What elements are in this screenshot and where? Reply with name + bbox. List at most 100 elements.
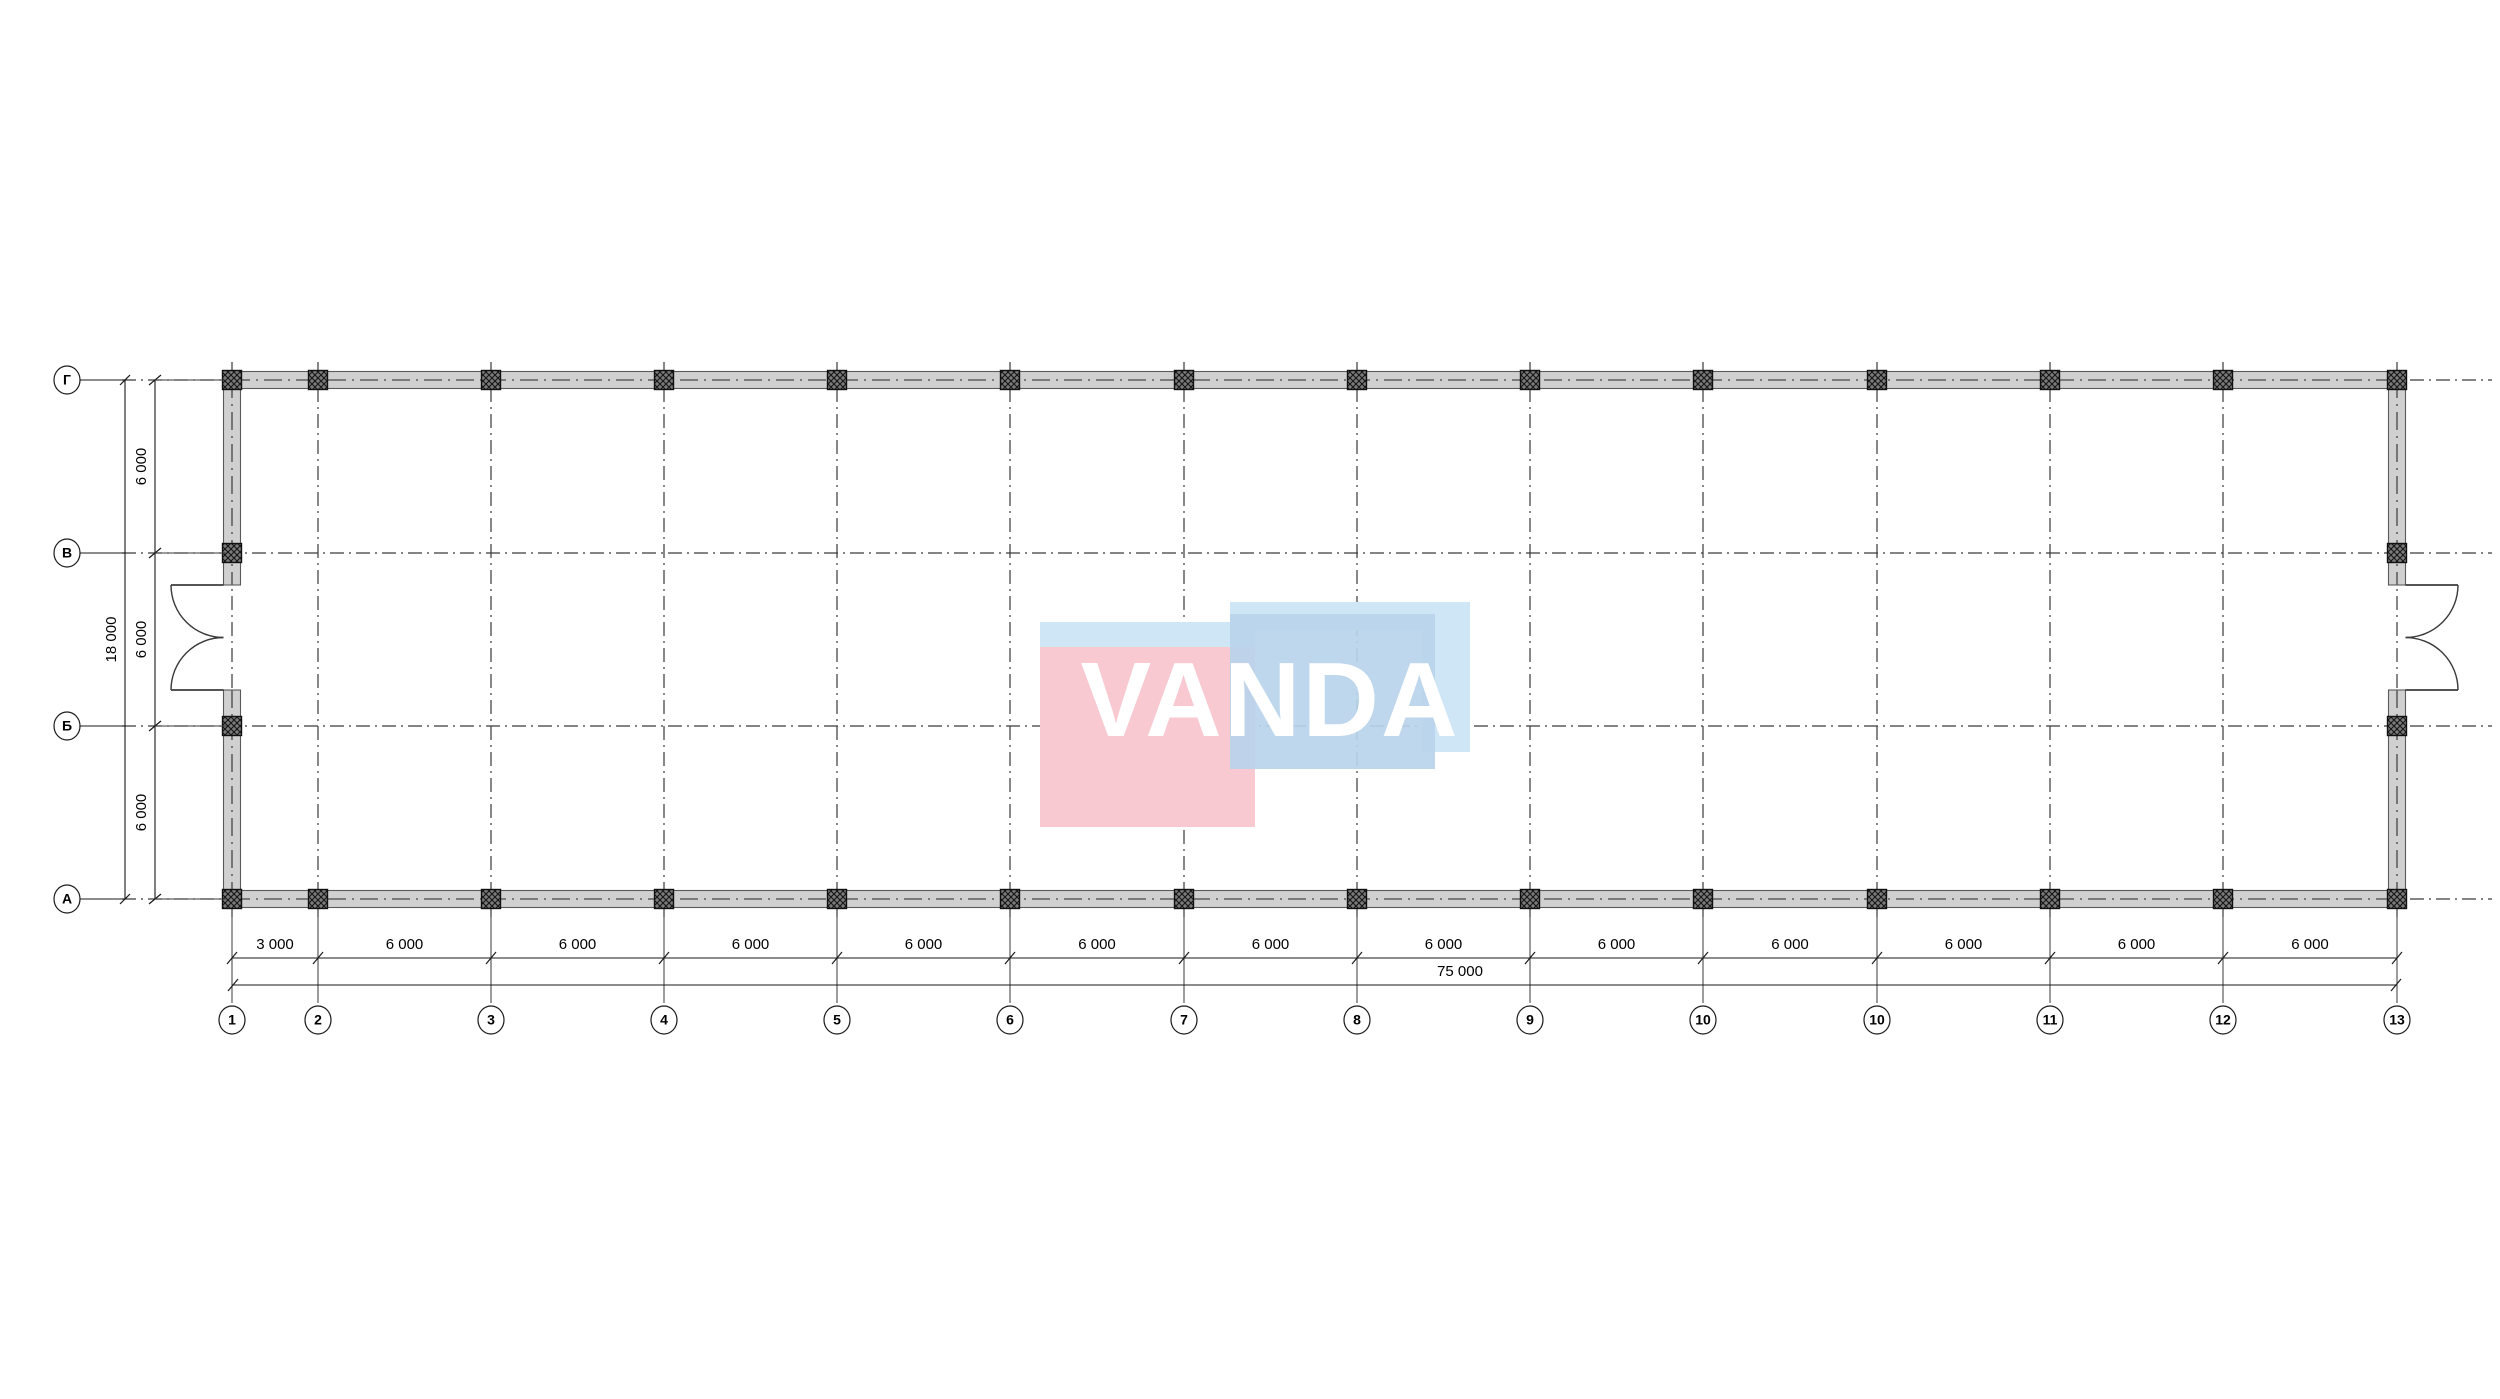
column-5-top	[826, 369, 848, 391]
vertical-grid-bubble-group[interactable]: Г В Б А	[53, 365, 125, 914]
grid-bubble-circle[interactable]	[650, 1005, 678, 1035]
column-9-top	[1519, 369, 1541, 391]
grid-bubble-1-1[interactable]: 1	[218, 1005, 246, 1035]
dimension-label-h-4: 6 000	[732, 936, 770, 953]
grid-bubble-circle[interactable]	[1516, 1005, 1544, 1035]
grid-bubble-circle[interactable]	[2383, 1005, 2411, 1035]
wall-top	[222, 370, 2407, 390]
grid-bubble-label: 10	[1695, 1012, 1711, 1028]
dimension-label-h-7: 6 000	[1252, 936, 1290, 953]
right-double-door-leaf-upper-swing-arc	[2405, 584, 2459, 639]
dimension-label-h-11: 6 000	[1945, 936, 1983, 953]
grid-bubble-9-9[interactable]: 9	[1516, 1005, 1544, 1035]
dimension-tick-13	[2217, 951, 2229, 965]
dimension-label-h-3: 6 000	[559, 936, 597, 953]
column-11-bottom	[1866, 888, 1888, 910]
grid-bubble-circle[interactable]	[2209, 1005, 2237, 1035]
dimension-label-v-3: 6 000	[133, 794, 150, 832]
column-8-bottom	[1346, 888, 1368, 910]
overall-tick-end	[2390, 978, 2402, 992]
grid-bubble-2-2[interactable]: 2	[304, 1005, 332, 1035]
overall-tick-start	[227, 978, 239, 992]
grid-bubble-label: 2	[314, 1012, 322, 1028]
dimension-label-overall-width: 18 000	[103, 617, 120, 663]
grid-bubble-6-6[interactable]: 6	[996, 1005, 1024, 1035]
column-11-top	[1866, 369, 1888, 391]
grid-bubble-label: 8	[1353, 1012, 1361, 1028]
grid-bubble-label: 10	[1869, 1012, 1885, 1028]
grid-bubble-8-8[interactable]: 8	[1343, 1005, 1371, 1035]
grid-bubble-circle[interactable]	[1863, 1005, 1891, 1035]
grid-bubble-label: А	[62, 891, 72, 907]
grid-bubble-circle[interactable]	[1343, 1005, 1371, 1035]
column-14-bottom	[2386, 888, 2408, 910]
grid-bubble-Г[interactable]: Г	[53, 365, 81, 395]
grid-bubble-10-10[interactable]: 10	[1689, 1005, 1717, 1035]
dimension-label-h-10: 6 000	[1771, 936, 1809, 953]
grid-bubble-label: Г	[63, 372, 71, 388]
column-7-bottom	[1173, 888, 1195, 910]
grid-bubble-В[interactable]: В	[53, 538, 81, 568]
grid-bubble-12-13[interactable]: 12	[2209, 1005, 2237, 1035]
grid-bubble-label: 6	[1006, 1012, 1014, 1028]
dimension-label-h-5: 6 000	[905, 936, 943, 953]
grid-bubble-label: 13	[2389, 1012, 2405, 1028]
grid-bubble-circle[interactable]	[477, 1005, 505, 1035]
dimension-tick-6	[1004, 951, 1016, 965]
grid-bubble-10-11[interactable]: 10	[1863, 1005, 1891, 1035]
horizontal-grid-bubble-group[interactable]: 1 2 3 4 5 6 7 8 9 10 10 11 12 13	[218, 1005, 2411, 1035]
grid-bubble-4-4[interactable]: 4	[650, 1005, 678, 1035]
door-group	[170, 584, 2459, 691]
column-14-top	[2386, 369, 2408, 391]
column-13-bottom	[2212, 888, 2234, 910]
dimension-label-v-1: 6 000	[133, 448, 150, 486]
grid-bubble-circle[interactable]	[2036, 1005, 2064, 1035]
right-double-door-leaf-lower-swing-arc	[2405, 636, 2459, 691]
grid-bubble-label: 11	[2043, 1012, 2058, 1028]
dimension-label-v-2: 6 000	[133, 621, 150, 659]
grid-bubble-13-14[interactable]: 13	[2383, 1005, 2411, 1035]
dimension-label-h-13: 6 000	[2291, 936, 2329, 953]
column-8-top	[1346, 369, 1368, 391]
grid-bubble-circle[interactable]	[218, 1005, 246, 1035]
left-double-door-leaf-upper-swing-arc	[170, 584, 224, 639]
column-13-top	[2212, 369, 2234, 391]
column-6-top	[999, 369, 1021, 391]
column-3-top	[480, 369, 502, 391]
dimension-label-h-12: 6 000	[2118, 936, 2156, 953]
grid-bubble-А[interactable]: А	[53, 884, 81, 914]
grid-bubble-label: 5	[833, 1012, 841, 1028]
dimension-label-overall-length: 75 000	[1437, 963, 1483, 980]
grid-bubble-Б[interactable]: Б	[53, 711, 81, 741]
grid-bubble-circle[interactable]	[304, 1005, 332, 1035]
grid-bubble-11-12[interactable]: 11	[2036, 1005, 2064, 1035]
grid-bubble-circle[interactable]	[1689, 1005, 1717, 1035]
dimension-tick-9	[1524, 951, 1536, 965]
column-right-B	[2386, 715, 2408, 737]
dimension-tick-10	[1697, 951, 1709, 965]
column-5-bottom	[826, 888, 848, 910]
vertical-dimension-group: 6 000 6 000 6 000 18 000	[103, 374, 227, 905]
column-3-bottom	[480, 888, 502, 910]
grid-bubble-label: 12	[2215, 1012, 2231, 1028]
grid-bubble-circle[interactable]	[823, 1005, 851, 1035]
column-12-bottom	[2039, 888, 2061, 910]
grid-bubble-label: 3	[487, 1012, 495, 1028]
grid-bubble-label: 9	[1526, 1012, 1534, 1028]
grid-bubble-5-5[interactable]: 5	[823, 1005, 851, 1035]
dimension-tick-12	[2044, 951, 2056, 965]
dimension-tick-2	[312, 951, 324, 965]
grid-bubble-label: Б	[62, 718, 72, 734]
grid-bubble-3-3[interactable]: 3	[477, 1005, 505, 1035]
column-12-top	[2039, 369, 2061, 391]
grid-bubble-7-7[interactable]: 7	[1170, 1005, 1198, 1035]
dimension-tick-3	[485, 951, 497, 965]
column-2-bottom	[307, 888, 329, 910]
column-10-top	[1692, 369, 1714, 391]
dimension-tick-8	[1351, 951, 1363, 965]
grid-bubble-circle[interactable]	[996, 1005, 1024, 1035]
grid-bubble-circle[interactable]	[1170, 1005, 1198, 1035]
column-4-bottom	[653, 888, 675, 910]
